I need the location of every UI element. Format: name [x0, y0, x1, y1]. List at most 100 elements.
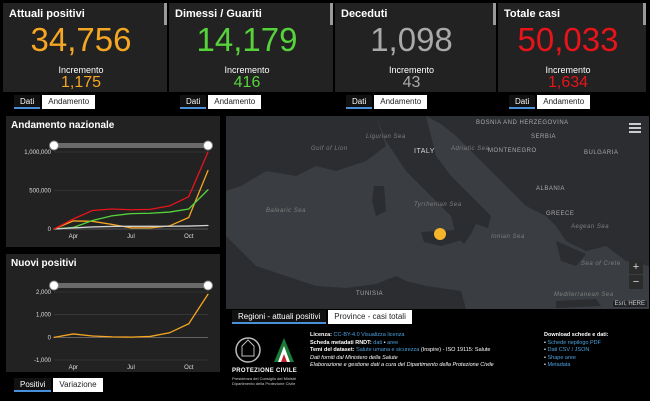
card-scrollbar[interactable]	[643, 3, 646, 25]
label-tunisia: TUNISIA	[356, 291, 384, 297]
rndt-dati-link[interactable]: dati	[373, 339, 383, 346]
card-totale-casi: Totale casi 50,033 Incremento 1,634	[498, 3, 646, 92]
new-positives-chart[interactable]: -1,000 0 1,000 2,000 Apr Jul Oct	[6, 254, 220, 372]
label-serbia: SERBIA	[531, 134, 557, 140]
protezione-civile-logo	[232, 332, 302, 380]
footer-info: Licenza: CC-BY-4.0 Visualizza licenza Sc…	[310, 332, 538, 370]
new-positives-title: Nuovi positivi	[11, 258, 77, 269]
y-tick-label: 2,000	[36, 290, 52, 296]
label-balearic: Balearic Sea	[266, 208, 307, 214]
data-point	[149, 335, 151, 338]
data-point	[72, 227, 74, 229]
data-point	[130, 209, 132, 211]
label-bosnia: BOSNIA AND HERZEGOVINA	[476, 120, 569, 126]
map-attribution: Esri, HERE	[612, 301, 647, 307]
tab-andamento[interactable]: Andamento	[42, 95, 96, 109]
data-point	[111, 223, 113, 225]
label-ligurian: Ligurian Sea	[366, 134, 406, 140]
range-handle-start[interactable]	[49, 140, 59, 151]
data-point	[207, 224, 209, 227]
data-point	[72, 220, 74, 222]
y-tick-label: 1,000	[36, 313, 52, 319]
licenza-label: Licenza:	[310, 332, 333, 338]
card-scrollbar[interactable]	[493, 3, 496, 25]
range-slider-track[interactable]	[54, 283, 208, 288]
national-trend-chart[interactable]: 0 500,000 1,000,000 Apr Jul Oct	[6, 116, 220, 247]
logo-sub2: Dipartimento della Protezione Civile	[232, 381, 296, 386]
download-metadata-link[interactable]: Metadata	[547, 362, 571, 369]
card-title: Attuali positivi	[9, 8, 85, 20]
logo-sub1: Presidenza del Consiglio dei Ministri	[232, 376, 297, 381]
temi-link[interactable]: Salute umana e sicurezza	[356, 347, 420, 354]
legend-list-icon[interactable]	[629, 122, 641, 133]
tab-dati[interactable]: Dati	[180, 95, 207, 109]
rndt-aree-link[interactable]: aree	[387, 339, 399, 346]
range-handle-end[interactable]	[203, 140, 213, 151]
national-trend-title: Andamento nazionale	[11, 120, 115, 131]
tab-andamento[interactable]: Andamento	[208, 95, 262, 109]
data-point	[207, 169, 209, 172]
card-tabs-dimessi-guariti: Dati Andamento	[180, 95, 262, 109]
card-title: Dimessi / Guariti	[175, 8, 262, 20]
tab-positivi[interactable]: Positivi	[14, 378, 52, 392]
data-point	[149, 227, 151, 229]
data-point	[207, 293, 209, 295]
label-aegean: Aegean Sea	[571, 224, 610, 230]
zoom-out-button[interactable]: −	[629, 275, 643, 289]
tab-dati[interactable]: Dati	[509, 95, 536, 109]
tab-province[interactable]: Province - casi totali	[328, 310, 412, 324]
card-value: 14,179	[196, 21, 298, 58]
data-point	[91, 209, 94, 212]
licenza-link[interactable]: CC-BY-4.0	[333, 332, 360, 338]
data-point	[188, 216, 190, 219]
y-tick-label: 1,000,000	[24, 150, 51, 156]
sicily-bubble[interactable]	[434, 228, 446, 240]
temi-label: Temi del dataset:	[310, 347, 355, 354]
data-point	[168, 205, 171, 207]
label-montenegro: MONTENEGRO	[488, 148, 537, 154]
series-line-0[interactable]	[53, 170, 209, 230]
y-tick-label: 0	[48, 227, 52, 233]
card-scrollbar[interactable]	[330, 3, 333, 25]
download-title: Download schede e dati:	[544, 332, 609, 338]
card-dimessi-guariti: Dimessi / Guariti 14,179 Incremento 416	[169, 3, 333, 92]
map-view[interactable]: BOSNIA AND HERZEGOVINA SERBIA MONTENEGRO…	[226, 116, 649, 309]
card-tabs-deceduti: Dati Andamento	[346, 95, 428, 109]
label-tyrrhenian: Tyrrhenian Sea	[414, 202, 462, 208]
card-scrollbar[interactable]	[164, 3, 167, 25]
data-point	[168, 211, 171, 213]
increment-label: Incremento	[58, 65, 104, 75]
label-albania: ALBANIA	[536, 186, 565, 192]
increment-label: Incremento	[545, 65, 591, 75]
data-point	[130, 227, 132, 229]
card-tabs-totale-casi: Dati Andamento	[509, 95, 591, 109]
tab-dati[interactable]: Dati	[14, 95, 41, 109]
data-point	[188, 196, 190, 198]
new-positives-tabs: Positivi Variazione	[14, 378, 103, 392]
tab-regioni[interactable]: Regioni - attuali positivi	[232, 310, 327, 324]
licenza-view-link[interactable]: Visualizza licenza	[361, 332, 405, 338]
tab-andamento[interactable]: Andamento	[374, 95, 428, 109]
download-shape-link[interactable]: Shape aree	[547, 354, 576, 361]
increment-value: 1,634	[547, 74, 589, 91]
download-csv-link[interactable]: Dati CSV / JSON	[547, 347, 590, 354]
label-greece: GREECE	[546, 211, 575, 217]
national-trend-panel: Andamento nazionale 0 500,000 1,000,000 Apr…	[6, 116, 220, 247]
label-italy: ITALY	[414, 148, 435, 155]
tab-variazione[interactable]: Variazione	[53, 378, 103, 392]
download-section: Download schede e dati: • Schede riepilo…	[544, 332, 648, 370]
range-handle-end[interactable]	[203, 280, 213, 291]
data-point	[91, 335, 94, 337]
tab-dati[interactable]: Dati	[346, 95, 373, 109]
label-gulf-lion: Gulf of Lion	[311, 146, 348, 152]
elaborazione-text: Elaborazione e gestione dati a cura del …	[310, 362, 494, 369]
tab-andamento[interactable]: Andamento	[537, 95, 591, 109]
card-value: 34,756	[30, 21, 132, 58]
series-line-0[interactable]	[53, 293, 209, 338]
range-slider-track[interactable]	[54, 143, 208, 148]
data-point	[188, 225, 190, 227]
download-pdf-link[interactable]: Schede riepilogo PDF	[547, 339, 601, 346]
range-handle-start[interactable]	[49, 280, 59, 291]
zoom-in-button[interactable]: +	[629, 260, 643, 274]
data-point	[149, 225, 151, 227]
